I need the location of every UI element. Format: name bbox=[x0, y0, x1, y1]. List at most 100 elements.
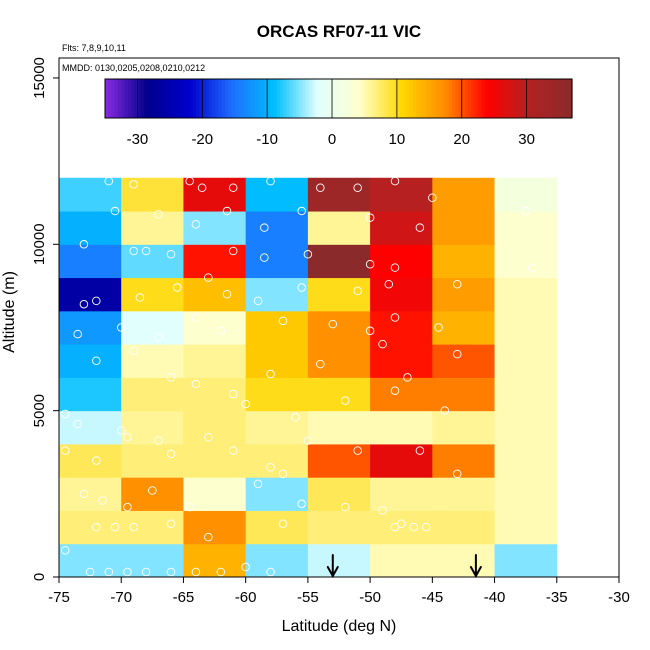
heatmap-cell bbox=[245, 277, 309, 312]
colorbar-segment bbox=[328, 79, 333, 118]
colorbar-segment bbox=[215, 79, 220, 118]
colorbar-segment bbox=[244, 79, 249, 118]
heatmap-cell bbox=[432, 477, 496, 511]
colorbar-segment bbox=[169, 79, 174, 118]
observation-point bbox=[452, 349, 462, 359]
y-tick-label: 0 bbox=[31, 573, 48, 581]
observation-point bbox=[253, 479, 263, 489]
colorbar-segment bbox=[549, 79, 554, 118]
observation-point bbox=[428, 193, 437, 202]
heatmap-cell bbox=[245, 244, 309, 279]
observation-points bbox=[60, 176, 537, 577]
y-axis-title: Altitude (m) bbox=[1, 271, 18, 353]
colorbar-segment bbox=[296, 79, 301, 118]
heatmap-cell bbox=[494, 477, 558, 511]
colorbar-segment bbox=[387, 79, 391, 118]
heatmap-cell bbox=[494, 277, 558, 312]
colorbar-segment bbox=[442, 79, 447, 118]
colorbar-segment bbox=[419, 79, 424, 118]
colorbar-segment bbox=[393, 79, 398, 118]
colorbar-segment bbox=[309, 79, 314, 118]
colorbar-tick-label: 20 bbox=[453, 131, 470, 148]
heatmap-cell bbox=[245, 344, 309, 378]
colorbar-segment bbox=[542, 79, 547, 118]
colorbar-segment bbox=[520, 79, 524, 118]
colorbar-segment bbox=[335, 79, 340, 118]
heatmap-cell bbox=[183, 177, 247, 212]
colorbar-segment bbox=[361, 79, 366, 118]
heatmap-cell bbox=[59, 310, 122, 345]
heatmap-cell bbox=[121, 344, 184, 378]
heatmap-cell bbox=[59, 510, 122, 545]
colorbar-segment bbox=[422, 79, 427, 118]
colorbar-segment bbox=[409, 79, 414, 118]
heatmap-cell bbox=[59, 410, 122, 445]
heatmap-cell bbox=[307, 443, 371, 478]
heatmap-cell bbox=[494, 543, 558, 578]
colorbar-segment bbox=[186, 79, 190, 118]
colorbar-segment bbox=[348, 79, 353, 118]
observation-point bbox=[266, 567, 275, 577]
heatmap-cell bbox=[59, 211, 122, 245]
observation-point bbox=[154, 436, 163, 445]
colorbar-segment bbox=[332, 79, 336, 118]
heatmap-cell bbox=[494, 443, 558, 478]
colorbar-segment bbox=[241, 79, 246, 118]
colorbar-segment bbox=[565, 79, 570, 118]
colorbar-segment bbox=[108, 79, 113, 118]
observation-point bbox=[222, 289, 232, 299]
observation-point bbox=[116, 426, 126, 435]
heatmap-cell bbox=[183, 510, 247, 545]
observation-point bbox=[260, 253, 269, 262]
observation-point bbox=[204, 433, 213, 442]
observation-point bbox=[60, 446, 70, 455]
observation-point bbox=[141, 567, 151, 577]
latitude-arrows bbox=[326, 554, 482, 579]
colorbar-segment bbox=[302, 79, 307, 118]
colorbar-segment bbox=[529, 79, 534, 118]
observation-point bbox=[390, 313, 400, 322]
heatmap-cell bbox=[370, 344, 433, 378]
heatmap-cell bbox=[121, 177, 184, 212]
colorbar-segment bbox=[536, 79, 541, 118]
colorbar-segment bbox=[526, 79, 531, 118]
colorbar-segment bbox=[143, 79, 148, 118]
colorbar-segment bbox=[208, 79, 213, 118]
colorbar-segment bbox=[426, 79, 430, 118]
colorbar-segment bbox=[338, 79, 343, 118]
observation-point bbox=[384, 279, 394, 289]
heatmap-cell bbox=[494, 244, 558, 279]
colorbar-segment bbox=[494, 79, 499, 118]
observation-point bbox=[191, 313, 201, 322]
observation-point bbox=[92, 296, 101, 306]
colorbar-tick-label: -30 bbox=[127, 131, 149, 148]
colorbar-segment bbox=[263, 79, 268, 118]
heatmap-cell bbox=[370, 244, 433, 279]
colorbar-segment bbox=[289, 79, 294, 118]
heatmap-cell bbox=[245, 443, 309, 478]
colorbar-segment bbox=[199, 79, 203, 118]
heatmap-cell bbox=[307, 543, 371, 578]
heatmap-cell bbox=[494, 410, 558, 445]
colorbar-segment bbox=[481, 79, 486, 118]
observation-point bbox=[166, 373, 176, 382]
heatmap-cell bbox=[245, 543, 309, 578]
colorbar-segment bbox=[270, 79, 275, 118]
observation-point bbox=[390, 263, 400, 272]
colorbar-segment bbox=[452, 79, 456, 118]
heatmap-cell bbox=[494, 510, 558, 545]
colorbar-segment bbox=[306, 79, 310, 118]
heatmap-cell bbox=[59, 277, 122, 312]
observation-point bbox=[278, 316, 288, 326]
colorbar-segment bbox=[516, 79, 521, 118]
x-tick-label: -60 bbox=[235, 589, 257, 606]
observation-point bbox=[185, 502, 194, 512]
x-tick-label: -65 bbox=[173, 589, 195, 606]
observation-point bbox=[440, 406, 450, 415]
heatmap-cell bbox=[494, 310, 558, 345]
colorbar-segment bbox=[503, 79, 508, 118]
heatmap-cell bbox=[432, 443, 496, 478]
observation-point bbox=[278, 469, 288, 479]
colorbar-segment bbox=[533, 79, 537, 118]
colorbar-segment bbox=[435, 79, 440, 118]
